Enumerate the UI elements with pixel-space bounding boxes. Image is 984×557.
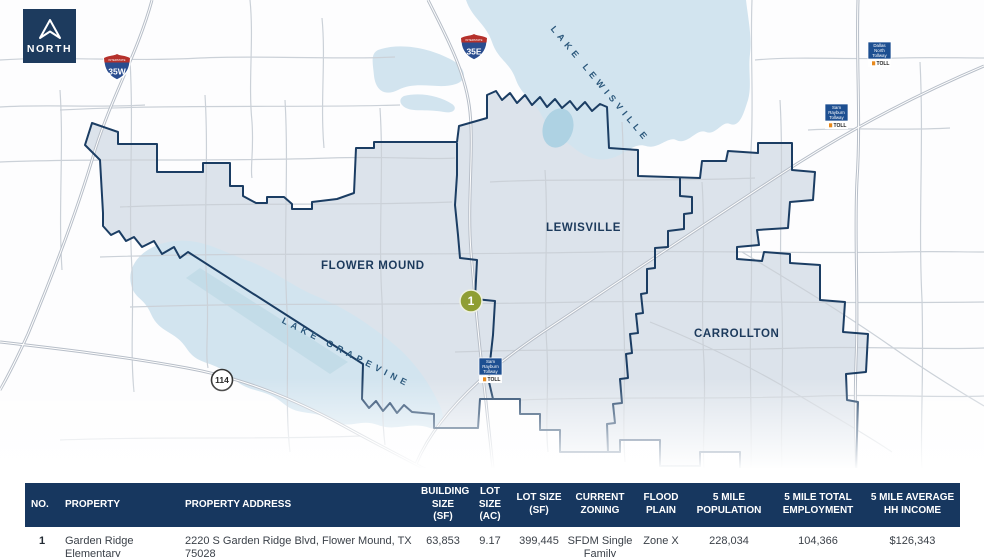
header-5mile-hh-income: 5 MILE AVERAGE HH INCOME (870, 492, 955, 516)
i35e-shield: INTERSTATE 35E (460, 33, 488, 61)
header-no: NO. (31, 498, 49, 510)
header-lot-size-ac: LOT SIZE (AC) (478, 486, 502, 522)
row-lot-size-ac: 9.17 (479, 534, 501, 547)
header-building-size: BUILDING SIZE (SF) (421, 486, 470, 522)
header-property: PROPERTY (65, 498, 121, 510)
lewisville-label: LEWISVILLE (546, 222, 621, 234)
property-marker-number: 1 (468, 294, 475, 308)
row-property-address: 2220 S Garden Ridge Blvd, Flower Mound, … (185, 534, 412, 557)
lake-lewisville-water (372, 0, 751, 160)
toll-sign-line: Tollway (829, 115, 844, 120)
header-current-zoning: CURRENT ZONING (575, 492, 625, 516)
row-no: 1 (38, 534, 46, 547)
toll-sign-line: Tollway (483, 369, 498, 374)
i35e-number: 35E (466, 47, 481, 57)
header-lot-size-sf: LOT SIZE (SF) (516, 492, 562, 516)
toll-sign-line: Rayburn (828, 110, 845, 115)
toll-sign-line: Rayburn (482, 364, 499, 369)
row-property: Garden Ridge Elementary (65, 534, 134, 557)
toll-sign-line: North (874, 48, 885, 53)
row-lot-size-sf: 399,445 (519, 534, 559, 547)
toll-icon (872, 61, 876, 66)
toll-sign-line: Sam (486, 359, 495, 364)
property-marker-1[interactable]: 1 (459, 289, 483, 313)
property-table-row: 1 Garden Ridge Elementary 2220 S Garden … (25, 527, 960, 557)
sam-rayburn-tollway-sign-east: Sam Rayburn Tollway TOLL (824, 103, 849, 129)
header-5mile-population: 5 MILE POPULATION (696, 492, 762, 516)
carrollton-label: CARROLLTON (694, 328, 779, 340)
north-compass-badge: NORTH (23, 9, 76, 63)
row-5mile-hh-income: $126,343 (889, 534, 936, 547)
header-property-address: PROPERTY ADDRESS (185, 498, 292, 510)
property-table-header: NO. PROPERTY PROPERTY ADDRESS BUILDING S… (25, 483, 960, 527)
interstate-text: INTERSTATE (466, 38, 483, 42)
toll-sign-line: Tollway (872, 53, 887, 58)
i35w-number: 35W (108, 67, 126, 77)
toll-sign-line: Sam (832, 105, 841, 110)
header-flood-plain: FLOOD PLAIN (643, 492, 679, 516)
row-flood-plain: Zone X (643, 534, 679, 547)
toll-icon (829, 123, 833, 128)
row-5mile-employment: 104,366 (798, 534, 838, 547)
i35w-shield: INTERSTATE 35W (103, 53, 131, 81)
toll-sign-line: Dallas (873, 43, 886, 48)
compass-arrow-icon (38, 18, 61, 39)
interstate-text: INTERSTATE (109, 58, 126, 62)
row-5mile-population: 228,034 (709, 534, 749, 547)
toll-label: TOLL (834, 123, 847, 129)
flower-mound-label: FLOWER MOUND (321, 260, 425, 272)
header-5mile-employment: 5 MILE TOTAL EMPLOYMENT (782, 492, 854, 516)
row-building-size: 63,853 (426, 534, 460, 547)
toll-label: TOLL (877, 61, 890, 67)
north-label: NORTH (26, 42, 73, 55)
dallas-north-tollway-sign: Dallas North Tollway TOLL (867, 41, 892, 67)
property-table: NO. PROPERTY PROPERTY ADDRESS BUILDING S… (25, 483, 960, 557)
row-current-zoning: SFDM Single Family (567, 534, 633, 557)
